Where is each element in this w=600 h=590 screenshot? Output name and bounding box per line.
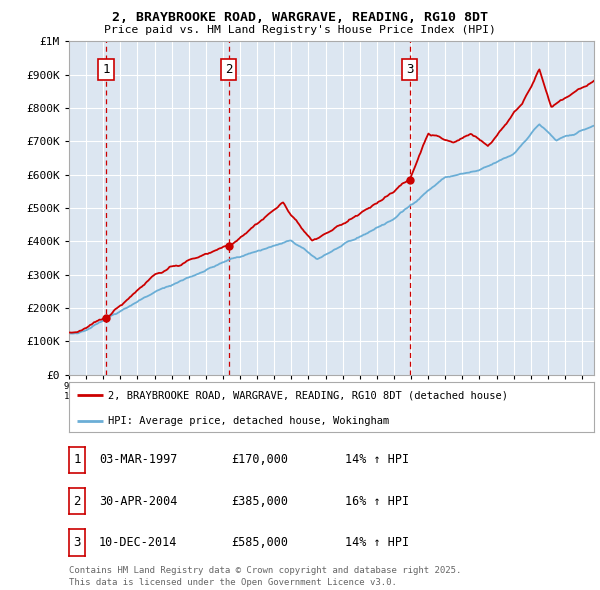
Text: £385,000: £385,000 (231, 494, 288, 507)
Text: 1: 1 (73, 453, 81, 466)
Text: 2, BRAYBROOKE ROAD, WARGRAVE, READING, RG10 8DT: 2, BRAYBROOKE ROAD, WARGRAVE, READING, R… (112, 11, 488, 24)
Text: Price paid vs. HM Land Registry's House Price Index (HPI): Price paid vs. HM Land Registry's House … (104, 25, 496, 35)
Text: 2, BRAYBROOKE ROAD, WARGRAVE, READING, RG10 8DT (detached house): 2, BRAYBROOKE ROAD, WARGRAVE, READING, R… (109, 390, 508, 400)
Text: HPI: Average price, detached house, Wokingham: HPI: Average price, detached house, Woki… (109, 416, 389, 426)
Text: £170,000: £170,000 (231, 453, 288, 466)
Text: 03-MAR-1997: 03-MAR-1997 (99, 453, 178, 466)
Text: 30-APR-2004: 30-APR-2004 (99, 494, 178, 507)
Text: 10-DEC-2014: 10-DEC-2014 (99, 536, 178, 549)
Text: 1: 1 (103, 63, 110, 76)
Text: 2: 2 (73, 494, 81, 507)
Text: Contains HM Land Registry data © Crown copyright and database right 2025.
This d: Contains HM Land Registry data © Crown c… (69, 566, 461, 587)
Text: 14% ↑ HPI: 14% ↑ HPI (345, 536, 409, 549)
Text: 2: 2 (225, 63, 232, 76)
Text: 16% ↑ HPI: 16% ↑ HPI (345, 494, 409, 507)
Text: £585,000: £585,000 (231, 536, 288, 549)
Text: 3: 3 (73, 536, 81, 549)
Text: 3: 3 (406, 63, 413, 76)
Text: 14% ↑ HPI: 14% ↑ HPI (345, 453, 409, 466)
